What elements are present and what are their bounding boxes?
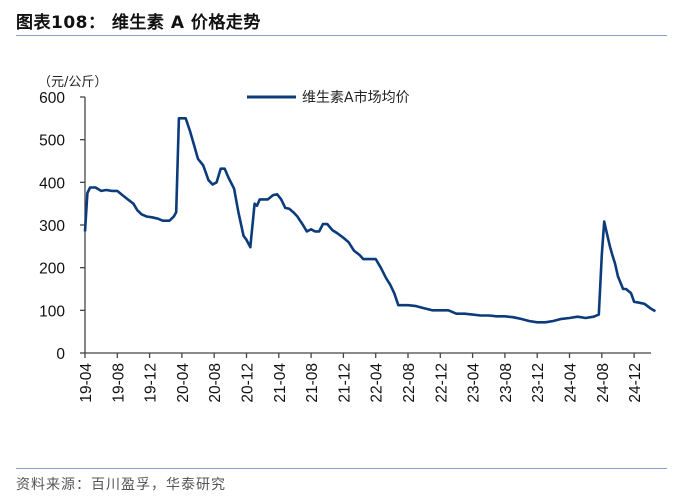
x-tick-label: 21-04: [272, 363, 289, 403]
x-tick-label: 19-04: [78, 363, 95, 403]
x-tick-label: 20-12: [240, 363, 257, 403]
x-tick-label: 22-04: [369, 363, 386, 403]
source-divider: [16, 468, 667, 469]
legend: 维生素A市场均价: [247, 89, 410, 106]
x-axis: 19-04 19-08 19-12 20-04 20-08 20-12 21-04 21-08…: [78, 352, 651, 403]
y-tick-label: 600: [39, 90, 65, 107]
x-tick-label: 24-04: [563, 363, 580, 403]
x-tick-label: 19-12: [143, 363, 160, 403]
x-tick-label: 23-08: [498, 363, 515, 403]
y-tick-label: 300: [39, 218, 65, 235]
y-tick-label: 400: [39, 175, 65, 192]
y-tick-label: 0: [56, 346, 65, 363]
x-tick-label: 23-12: [530, 363, 547, 403]
y-tick-label: 100: [39, 303, 65, 320]
x-tick-label: 20-08: [207, 363, 224, 403]
x-tick-label: 23-04: [466, 363, 483, 403]
x-tick-label: 22-12: [433, 363, 450, 403]
x-tick-label: 24-08: [595, 363, 612, 403]
y-tick-label: 200: [39, 261, 65, 278]
source-note: 资料来源：百川盈孚，华泰研究: [16, 477, 226, 493]
x-tick-label: 19-08: [110, 363, 127, 403]
y-axis: 0 100 200 300 400 500 600: [39, 90, 86, 363]
title-divider: [16, 35, 667, 36]
y-tick-label: 500: [39, 133, 65, 150]
x-tick-label: 20-04: [175, 363, 192, 403]
series-line-vitamin-a-price: [83, 117, 657, 324]
x-tick-label: 22-08: [401, 363, 418, 403]
x-tick-label: 21-08: [304, 363, 321, 403]
x-tick-label: 21-12: [336, 363, 353, 403]
x-tick-label: 24-12: [627, 363, 644, 403]
y-axis-unit-label: （元/公斤）: [38, 75, 107, 90]
legend-label: 维生素A市场均价: [302, 89, 410, 106]
chart-title: 图表108： 维生素 A 价格走势: [16, 13, 261, 33]
